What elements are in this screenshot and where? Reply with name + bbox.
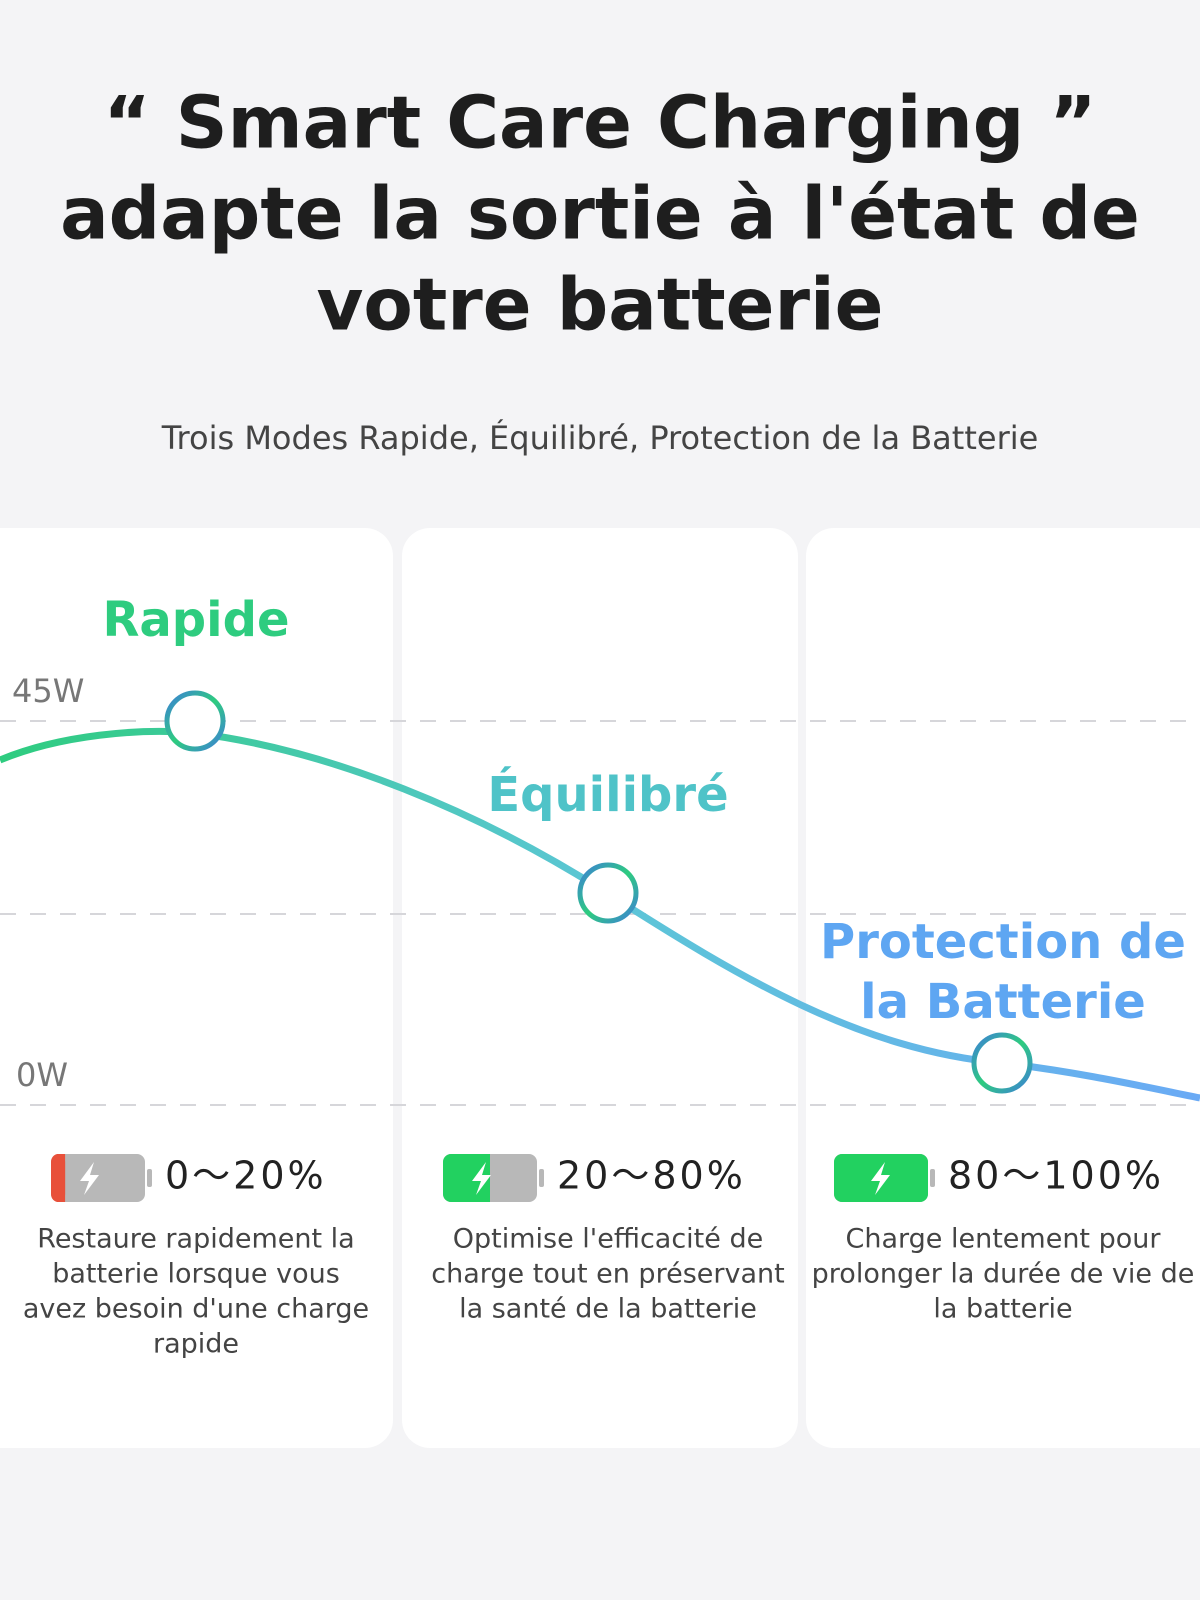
mode-name: Protection de bbox=[820, 914, 1186, 970]
description: prolonger la durée de vie de bbox=[812, 1259, 1195, 1290]
range: 20～80% bbox=[557, 1154, 746, 1198]
axis-label: 45W bbox=[12, 672, 84, 710]
point bbox=[164, 690, 226, 752]
card bbox=[402, 528, 798, 1448]
point bbox=[577, 862, 639, 924]
card bbox=[806, 528, 1200, 1448]
description: avez besoin d'une charge bbox=[23, 1294, 369, 1325]
description: batterie lorsque vous bbox=[52, 1259, 340, 1290]
bolt bbox=[472, 1162, 491, 1195]
card bbox=[0, 528, 393, 1448]
title: “ Smart Care Charging ” bbox=[103, 81, 1096, 165]
range: 80～100% bbox=[948, 1154, 1164, 1198]
description: Restaure rapidement la bbox=[37, 1224, 354, 1255]
mode-name: Rapide bbox=[102, 592, 289, 648]
description: rapide bbox=[153, 1329, 239, 1360]
description: Charge lentement pour bbox=[846, 1224, 1162, 1255]
mode-name: la Batterie bbox=[860, 974, 1146, 1030]
battery-nub bbox=[539, 1169, 544, 1187]
mode-name: Équilibré bbox=[487, 766, 728, 823]
range: 0～20% bbox=[165, 1154, 327, 1198]
battery bbox=[51, 1154, 145, 1202]
title: votre batterie bbox=[316, 263, 883, 347]
battery-nub bbox=[930, 1169, 935, 1187]
bolt bbox=[871, 1162, 890, 1195]
bolt bbox=[80, 1162, 99, 1195]
description: charge tout en préservant bbox=[431, 1259, 784, 1290]
point bbox=[971, 1032, 1033, 1094]
subtitle: Trois Modes Rapide, Équilibré, Protectio… bbox=[161, 419, 1039, 457]
title: adapte la sortie à l'état de bbox=[60, 172, 1140, 256]
battery-nub bbox=[147, 1169, 152, 1187]
description: la batterie bbox=[933, 1294, 1072, 1325]
battery-level bbox=[57, 1154, 66, 1202]
description: Optimise l'efficacité de bbox=[453, 1224, 763, 1255]
description: la santé de la batterie bbox=[459, 1294, 757, 1325]
axis-label: 0W bbox=[16, 1056, 68, 1094]
